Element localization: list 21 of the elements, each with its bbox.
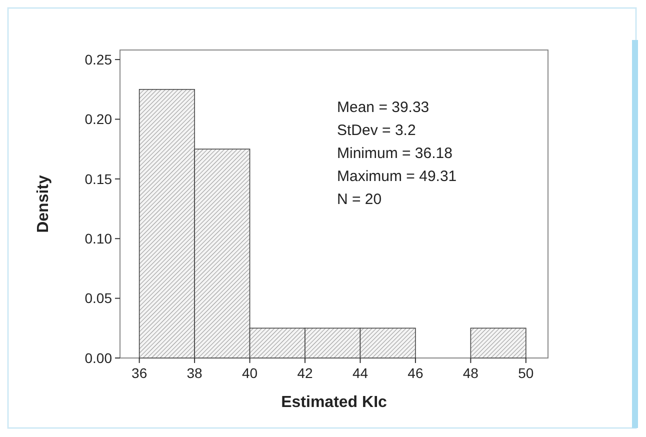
x-tick-label: 36 <box>132 365 148 381</box>
annotation: Maximum = 49.31 <box>337 168 457 185</box>
y-tick-label: 0.25 <box>84 51 112 68</box>
x-tick-label: 40 <box>242 365 258 381</box>
y-tick-label: 0.10 <box>84 230 112 247</box>
x-tick-label: 48 <box>462 365 479 381</box>
x-tick-label: 38 <box>186 365 203 381</box>
annotation: Mean = 39.33 <box>337 99 430 116</box>
y-tick-label: 0.05 <box>84 290 112 306</box>
x-tick-label: 46 <box>408 365 424 381</box>
annotation: Minimum = 36.18 <box>337 145 452 162</box>
y-tick-label: 0.00 <box>84 350 112 366</box>
x-axis-title: Estimated KIc <box>281 394 388 411</box>
y-tick-label: 0.15 <box>84 170 112 187</box>
annotation: StDev = 3.2 <box>337 122 416 139</box>
x-tick-label: 42 <box>297 365 314 381</box>
x-tick-label: 50 <box>518 365 534 381</box>
y-tick-label: 0.20 <box>84 111 112 128</box>
annotation: N = 20 <box>337 191 382 208</box>
y-axis-title: Density <box>35 175 52 233</box>
x-tick-label: 44 <box>352 365 368 381</box>
